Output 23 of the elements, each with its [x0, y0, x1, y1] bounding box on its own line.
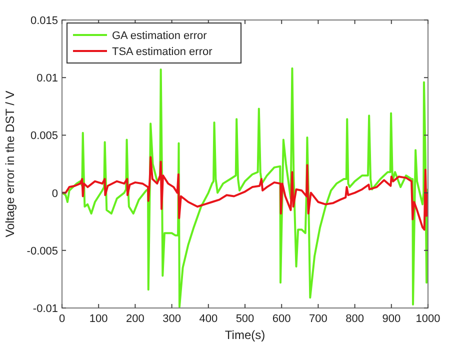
y-tick-label: 0.005: [30, 130, 58, 142]
x-axis-title: Time(s): [224, 328, 266, 342]
x-tick-label: 900: [382, 313, 401, 325]
x-tick-label: 1000: [416, 313, 440, 325]
x-tick-label: 600: [272, 313, 291, 325]
y-axis-title: Voltage error in the DST / V: [3, 90, 17, 238]
y-tick-label: 0: [52, 188, 58, 200]
line-series: [62, 156, 428, 231]
y-tick-label: 0.01: [36, 72, 58, 85]
legend-label: TSA estimation error: [112, 46, 213, 58]
x-tick-label: 800: [346, 313, 364, 325]
x-tick-label: 200: [126, 313, 144, 325]
legend-label: GA estimation error: [112, 30, 208, 42]
x-tick-label: 400: [199, 313, 218, 325]
x-tick-label: 100: [89, 313, 108, 325]
x-tick-label: 700: [309, 313, 328, 325]
x-tick-label: 300: [162, 313, 181, 325]
y-tick-label: -0.01: [32, 303, 58, 315]
x-tick-label: 0: [58, 313, 66, 325]
y-tick-label: -0.005: [26, 245, 58, 258]
x-tick-label: 500: [236, 313, 254, 325]
line-series: [62, 67, 428, 308]
y-tick-label: 0.015: [30, 15, 58, 27]
